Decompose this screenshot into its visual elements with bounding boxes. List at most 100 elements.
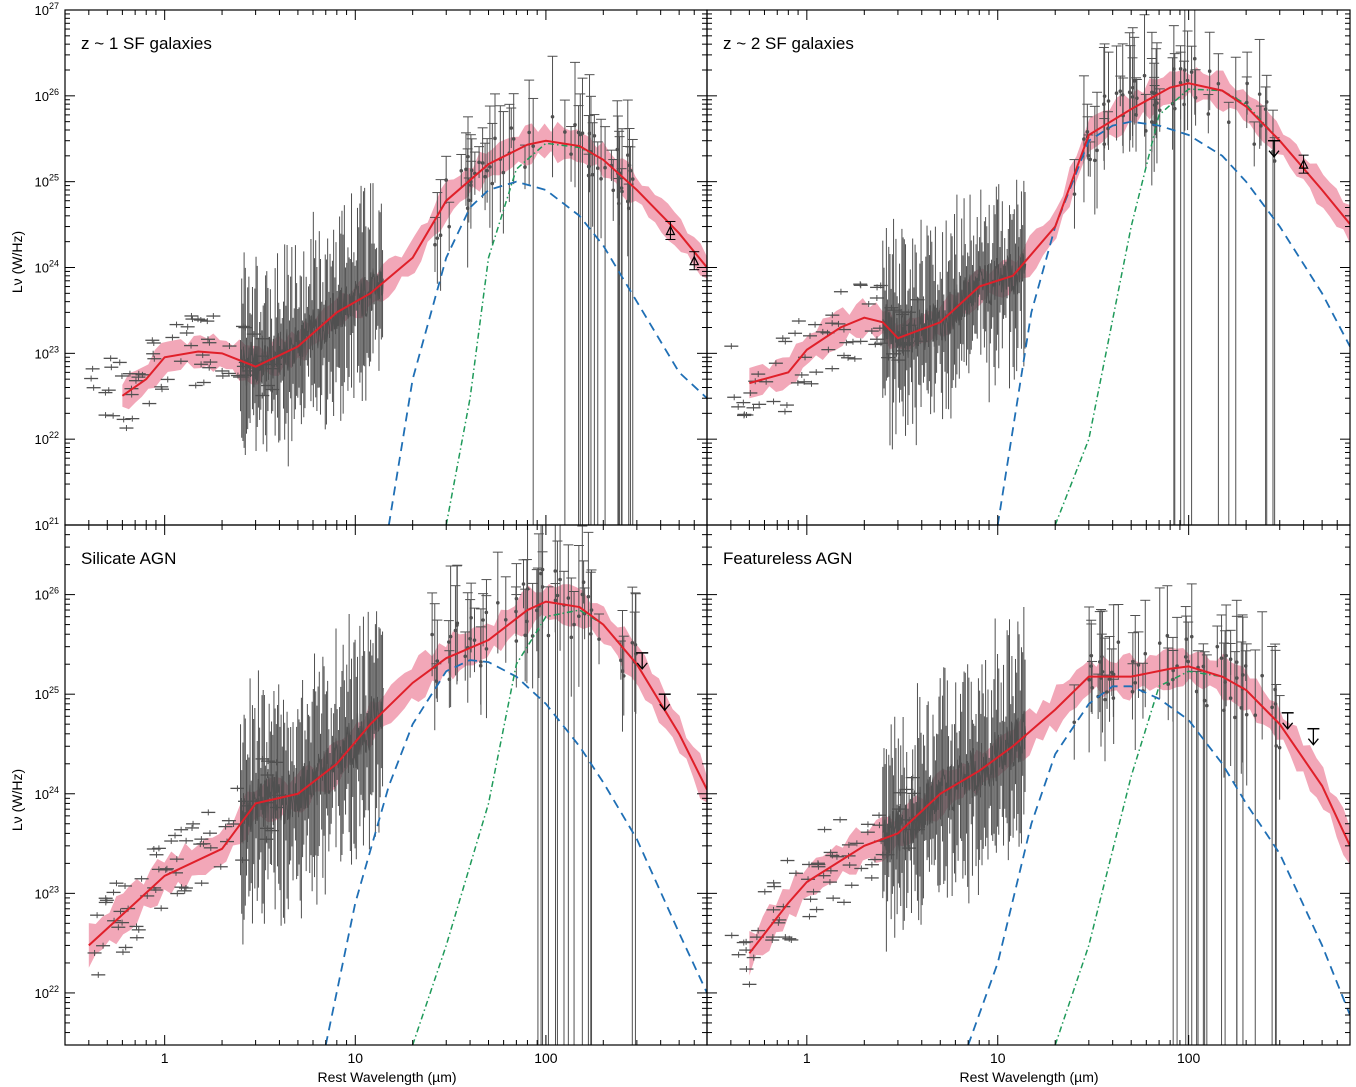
panel-frame — [706, 524, 1351, 1046]
fir-point — [630, 177, 635, 181]
fir-point — [625, 153, 630, 157]
fir-point — [447, 640, 451, 644]
fir-point — [472, 638, 477, 642]
fir-point — [1142, 73, 1147, 78]
fir-point — [1226, 120, 1231, 125]
observed-spectrum — [882, 246, 1027, 358]
upper-limit-marker — [636, 652, 649, 670]
agn-component-line — [967, 685, 1350, 1045]
y-tick-label: 1025 — [35, 685, 59, 702]
total-model-line — [749, 82, 1350, 385]
fir-point — [435, 236, 440, 240]
y-tick-label: 1023 — [35, 884, 59, 901]
fir-point — [1192, 56, 1197, 61]
fir-point — [465, 206, 470, 211]
fir-point — [1130, 95, 1135, 99]
fir-point — [433, 242, 437, 247]
y-tick-label: 1023 — [35, 344, 59, 361]
fir-point — [603, 165, 607, 170]
fir-point — [1157, 108, 1162, 113]
star-forming-component-line — [411, 609, 707, 1045]
fir-point — [1205, 703, 1209, 708]
fir-point — [531, 144, 535, 148]
fir-point — [463, 654, 468, 659]
fir-point — [572, 622, 576, 627]
fir-point — [496, 600, 500, 605]
fir-point — [1111, 672, 1116, 677]
fir-point — [580, 131, 585, 135]
fir-point — [581, 580, 586, 585]
fir-point — [481, 618, 485, 622]
fir-point — [1185, 78, 1190, 83]
fir-point — [539, 571, 543, 576]
sed-panel-4: 1 10 100 Featureless AGN — [706, 524, 1351, 1066]
sed-panel-2: z ~ 2 SF galaxies — [706, 9, 1351, 526]
y-tick-label: 1022 — [35, 430, 59, 447]
fir-point — [1233, 715, 1237, 720]
fir-point — [1093, 158, 1097, 163]
fir-point — [469, 615, 473, 620]
panel-grid: 1021 1022 1023 1024 1025 1026 1027 z ~ 1 SF gal… — [35, 1, 1351, 1066]
triangle-marker — [1298, 154, 1309, 174]
fir-point — [1193, 95, 1198, 100]
y-tick-label: 1024 — [35, 259, 59, 276]
fir-point — [490, 181, 495, 186]
fir-point — [1189, 70, 1194, 74]
model-uncertainty-band — [122, 121, 707, 410]
fir-point — [1241, 673, 1245, 677]
fir-point — [527, 130, 531, 135]
fir-point — [1252, 142, 1257, 146]
fir-point — [569, 635, 574, 640]
plot-area — [724, 10, 1350, 525]
fir-point — [523, 633, 527, 638]
fir-point — [555, 593, 560, 598]
fir-point — [553, 569, 558, 573]
fir-point — [1244, 100, 1249, 105]
fir-point — [558, 577, 562, 582]
fir-point — [1228, 696, 1233, 700]
fir-point — [511, 137, 516, 141]
fir-point — [1134, 112, 1138, 117]
fir-point — [595, 166, 600, 170]
fir-point — [611, 188, 616, 193]
fir-point — [464, 167, 468, 172]
panel-title: z ~ 1 SF galaxies — [81, 34, 212, 53]
fir-point — [586, 594, 591, 599]
fir-point — [576, 130, 581, 135]
fir-point — [484, 647, 489, 651]
fir-point — [1257, 92, 1262, 96]
fir-point — [501, 170, 506, 175]
fir-point — [1201, 664, 1206, 669]
fir-point — [488, 165, 492, 169]
fir-point — [1184, 637, 1189, 641]
fir-point — [1136, 663, 1141, 667]
fir-point — [540, 567, 545, 572]
fir-point — [1183, 655, 1188, 659]
fir-point — [627, 163, 632, 168]
fir-point — [1157, 641, 1162, 645]
fir-point — [546, 633, 551, 638]
fir-point — [1215, 644, 1220, 649]
fir-point — [620, 189, 624, 194]
fir-point — [1277, 745, 1282, 750]
total-model-line — [121, 139, 707, 397]
star-forming-component-line — [1054, 88, 1350, 525]
fir-point — [592, 133, 597, 138]
fir-point — [1088, 157, 1092, 162]
fir-point — [620, 669, 625, 673]
fir-point — [453, 628, 458, 633]
fir-point — [503, 617, 508, 622]
panel-title: Silicate AGN — [81, 549, 176, 568]
fir-point — [1089, 653, 1094, 658]
panel-title: Featureless AGN — [723, 549, 852, 568]
fir-point — [1087, 677, 1091, 682]
fir-point — [1263, 107, 1268, 112]
fir-point — [1130, 689, 1135, 694]
fir-point — [514, 609, 518, 614]
plot-area — [84, 55, 707, 525]
fir-point — [514, 639, 519, 643]
fir-point — [1253, 713, 1258, 718]
star-forming-component-line — [445, 142, 707, 525]
fir-point — [1216, 81, 1221, 86]
fir-point — [1259, 124, 1263, 128]
